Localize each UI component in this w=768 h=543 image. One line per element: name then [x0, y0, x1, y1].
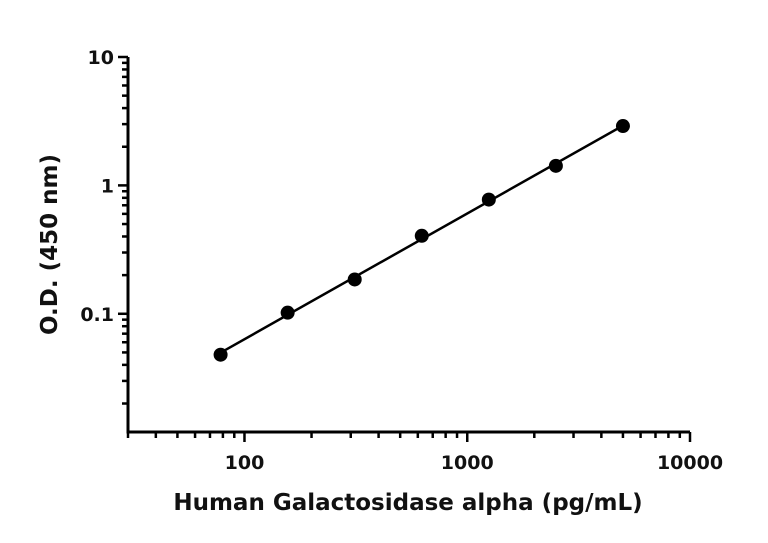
y-axis-ticks: 0.1 1 10	[80, 47, 128, 405]
y-tick-label: 1	[101, 175, 114, 197]
y-axis-label: O.D. (450 nm)	[37, 154, 63, 335]
x-tick-label: 1000	[441, 452, 494, 474]
data-point	[414, 228, 429, 243]
x-tick-label: 100	[225, 452, 265, 474]
data-point	[615, 119, 630, 134]
x-tick-label: 10000	[657, 452, 723, 474]
data-point	[347, 272, 362, 287]
y-tick-label: 0.1	[80, 304, 114, 326]
data-point	[548, 158, 563, 173]
y-tick-label: 10	[88, 47, 114, 69]
x-axis-ticks: 100 1000 10000	[126, 432, 723, 474]
data-point	[280, 305, 295, 320]
plot-area	[213, 119, 630, 362]
x-axis-label: Human Galactosidase alpha (pg/mL)	[173, 490, 642, 516]
data-point	[213, 347, 228, 362]
axes: 100 1000 10000 0.1 1 10	[80, 47, 723, 474]
data-point	[481, 192, 496, 207]
